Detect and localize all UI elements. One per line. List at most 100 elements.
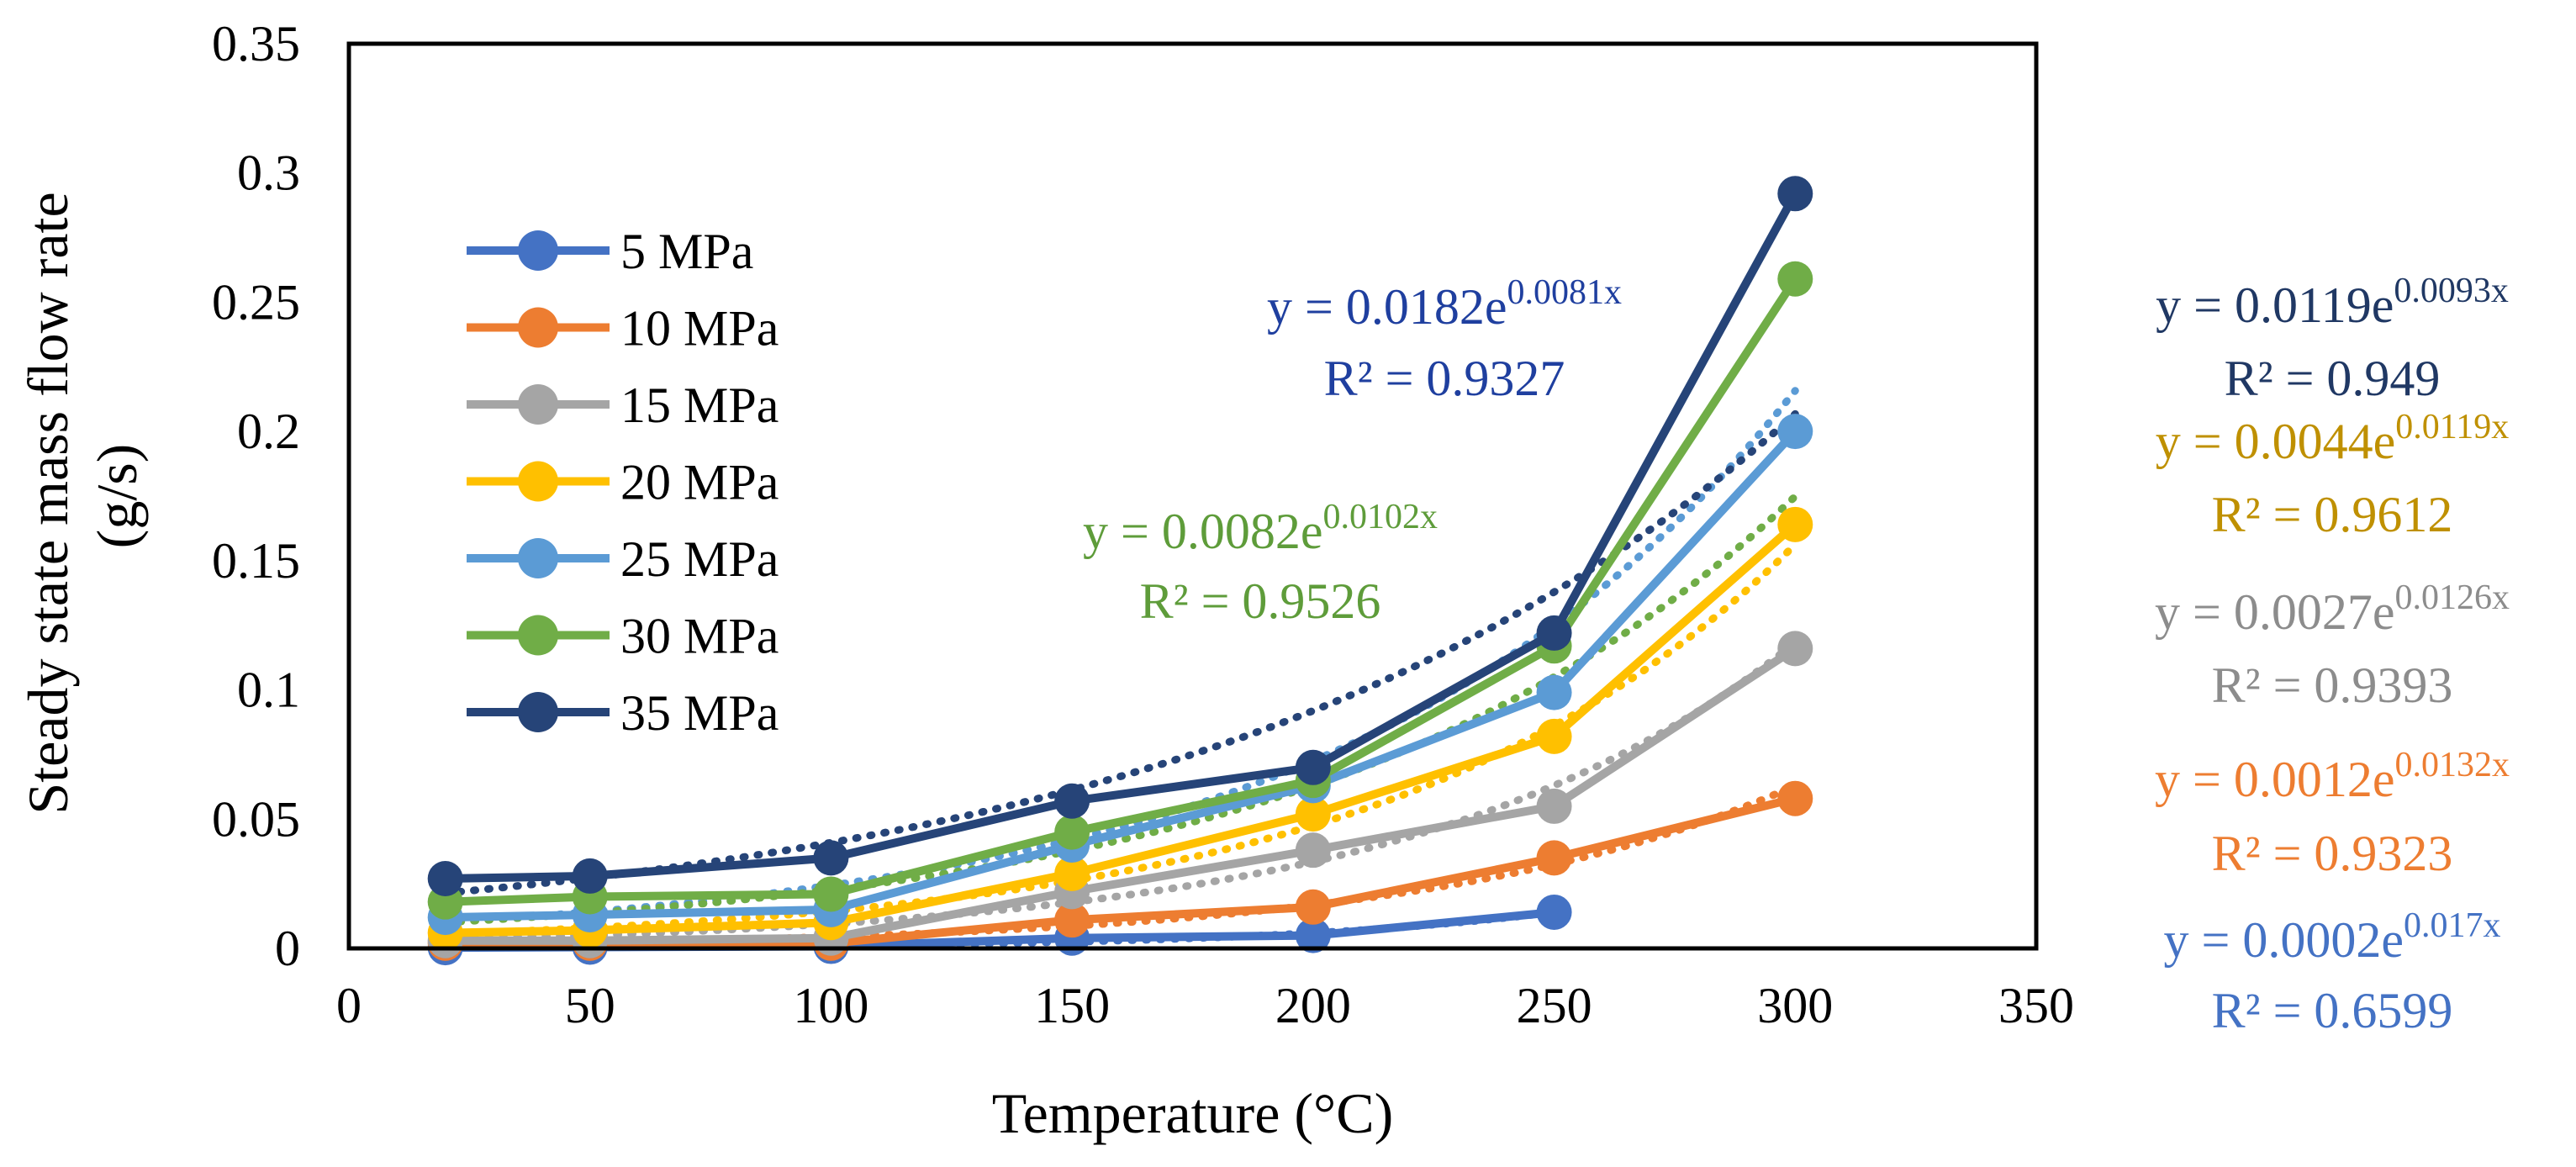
legend-entry: 30 MPa (467, 609, 779, 664)
data-point (1537, 789, 1572, 824)
y-tick-label: 0.15 (212, 533, 300, 589)
trendline-equation: y = 0.0182e0.0081x R² = 0.9327 (1267, 273, 1622, 406)
data-point (1777, 261, 1813, 297)
data-point (573, 858, 608, 894)
data-point (1777, 781, 1813, 816)
legend-label: 10 MPa (620, 301, 779, 356)
trendline-equation: y = 0.0119e0.0093x R² = 0.949 (2156, 272, 2509, 406)
equation-text: y = 0.0119e0.0093x (2156, 272, 2509, 333)
legend-marker (518, 230, 558, 271)
data-point (813, 840, 848, 875)
r-squared-text: R² = 0.9393 (2212, 657, 2453, 713)
equation-base: y = 0.0012e (2155, 752, 2394, 807)
x-axis-title: Temperature (°C) (992, 1081, 1393, 1145)
trendline-equation: y = 0.0082e0.0102x R² = 0.9526 (1083, 498, 1438, 629)
y-tick-label: 0.05 (212, 791, 300, 847)
y-axis-title-line-2: (g/s) (85, 444, 149, 549)
series-line (446, 279, 1796, 902)
y-tick-label: 0 (275, 921, 300, 976)
r-squared-text: R² = 0.9323 (2212, 826, 2453, 881)
data-point (1537, 895, 1572, 930)
equation-base: y = 0.0182e (1267, 279, 1507, 335)
equation-base: y = 0.0002e (2164, 912, 2404, 968)
x-tick-label: 150 (1034, 978, 1110, 1033)
trendline-equation: y = 0.0002e0.017x R² = 0.6599 (2164, 906, 2501, 1038)
legend-marker (518, 308, 558, 348)
equation-exponent: 0.0132x (2394, 746, 2510, 784)
equation-exponent: 0.0119x (2395, 408, 2509, 446)
legend-marker (518, 615, 558, 656)
legend-label: 20 MPa (620, 455, 779, 510)
legend-label: 25 MPa (620, 531, 779, 587)
data-point (813, 876, 848, 911)
equation-text: y = 0.0082e0.0102x (1083, 498, 1438, 559)
legend-marker (518, 384, 558, 425)
r-squared-text: R² = 0.9612 (2212, 487, 2453, 542)
x-tick-labels: 0 50 100 150 200 250 300 350 (336, 978, 2074, 1033)
legend-entry: 5 MPa (467, 224, 753, 279)
y-tick-label: 0.25 (212, 274, 300, 330)
equation-base: y = 0.0044e (2156, 414, 2395, 469)
data-point (1537, 675, 1572, 710)
data-point (1537, 840, 1572, 875)
x-tick-label: 300 (1757, 978, 1833, 1033)
equation-exponent: 0.017x (2404, 906, 2501, 945)
equation-base: y = 0.0027e (2155, 584, 2394, 640)
equation-text: y = 0.0027e0.0126x (2155, 578, 2510, 640)
x-tick-label: 350 (1998, 978, 2074, 1033)
legend-label: 35 MPa (620, 685, 779, 741)
legend-marker (518, 692, 558, 732)
mass-flow-rate-chart: 0 50 100 150 200 250 300 350 0 0.05 0.1 0.15 0.2 0.2… (0, 0, 2576, 1167)
x-tick-label: 0 (336, 978, 362, 1033)
x-tick-label: 250 (1517, 978, 1592, 1033)
data-point (1537, 615, 1572, 651)
x-tick-label: 50 (565, 978, 615, 1033)
r-squared-text: R² = 0.9526 (1140, 573, 1381, 629)
x-tick-label: 200 (1275, 978, 1351, 1033)
y-axis-title: Steady state mass flow rate (g/s) (16, 177, 149, 814)
data-point (1777, 631, 1813, 666)
y-tick-label: 0.35 (212, 16, 300, 71)
equation-exponent: 0.0126x (2394, 578, 2510, 617)
legend-label: 30 MPa (620, 609, 779, 664)
legend-entry: 35 MPa (467, 685, 779, 741)
trendline-equation: y = 0.0027e0.0126x R² = 0.9393 (2155, 578, 2510, 713)
data-point (1777, 414, 1813, 449)
series-30-mpa (428, 261, 1813, 920)
r-squared-text: R² = 0.9327 (1324, 351, 1565, 406)
y-tick-labels: 0 0.05 0.1 0.15 0.2 0.25 0.3 0.35 (212, 16, 300, 976)
legend-entry: 20 MPa (467, 455, 779, 510)
legend-label: 5 MPa (620, 224, 753, 279)
r-squared-text: R² = 0.949 (2225, 351, 2441, 406)
legend-marker (518, 538, 558, 578)
x-tick-label: 100 (793, 978, 868, 1033)
y-tick-label: 0.2 (237, 404, 300, 459)
data-point (428, 861, 463, 896)
equation-text: y = 0.0044e0.0119x (2156, 408, 2509, 469)
legend-entry: 10 MPa (467, 301, 779, 356)
y-tick-label: 0.3 (237, 145, 300, 201)
equation-base: y = 0.0082e (1083, 504, 1322, 559)
data-point (1777, 176, 1813, 211)
legend-entry: 15 MPa (467, 378, 779, 433)
data-point (1537, 719, 1572, 754)
data-point (1296, 750, 1331, 785)
data-point (1054, 784, 1090, 819)
equation-text: y = 0.0002e0.017x (2164, 906, 2501, 968)
trendline-equation: y = 0.0044e0.0119x R² = 0.9612 (2156, 408, 2509, 542)
equation-text: y = 0.0182e0.0081x (1267, 273, 1622, 335)
equation-base: y = 0.0119e (2156, 277, 2394, 333)
data-point (1054, 815, 1090, 850)
trendline-equation: y = 0.0012e0.0132x R² = 0.9323 (2155, 746, 2510, 881)
data-point (1296, 890, 1331, 925)
y-tick-label: 0.1 (237, 663, 300, 718)
equation-exponent: 0.0093x (2394, 272, 2509, 310)
r-squared-text: R² = 0.6599 (2212, 983, 2453, 1038)
data-point (1777, 507, 1813, 542)
equation-exponent: 0.0081x (1507, 273, 1622, 312)
legend-marker (518, 462, 558, 502)
equation-exponent: 0.0102x (1322, 498, 1438, 536)
legend: 5 MPa 10 MPa 15 MPa 20 MPa 25 MPa 30 MPa 35 MP… (467, 224, 779, 741)
legend-label: 15 MPa (620, 378, 779, 433)
legend-entry: 25 MPa (467, 531, 779, 587)
